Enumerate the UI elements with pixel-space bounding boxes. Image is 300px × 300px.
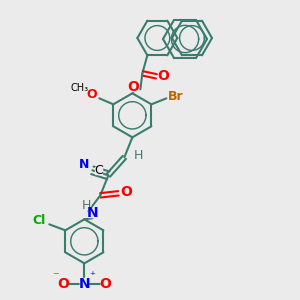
Bar	[52, 273, 59, 279]
Text: H: H	[82, 199, 91, 212]
Bar	[81, 161, 88, 168]
Text: Br: Br	[168, 90, 183, 103]
Text: Cl: Cl	[33, 214, 46, 227]
Bar	[101, 280, 110, 288]
Text: C: C	[94, 164, 103, 177]
Text: N: N	[86, 206, 98, 220]
Bar	[122, 188, 130, 196]
Bar	[80, 280, 88, 288]
Bar	[95, 167, 102, 174]
Text: O: O	[120, 185, 132, 199]
Text: H: H	[134, 149, 143, 162]
Bar	[129, 83, 137, 91]
Text: N: N	[79, 158, 89, 171]
Text: ⁻: ⁻	[52, 270, 59, 283]
Bar	[88, 209, 96, 217]
Bar	[89, 273, 95, 279]
Text: O: O	[99, 277, 111, 291]
Text: O: O	[57, 277, 69, 291]
Bar	[159, 72, 167, 80]
Bar	[168, 92, 182, 100]
Bar	[135, 152, 142, 159]
Text: O: O	[128, 80, 139, 94]
Bar	[72, 85, 86, 92]
Text: N: N	[79, 277, 90, 291]
Bar	[83, 202, 90, 209]
Bar	[87, 90, 95, 98]
Text: ⁺: ⁺	[89, 271, 95, 281]
Text: O: O	[158, 69, 169, 83]
Text: CH₃: CH₃	[70, 83, 88, 93]
Text: O: O	[86, 88, 97, 101]
Bar	[33, 216, 45, 224]
Bar	[59, 280, 68, 288]
